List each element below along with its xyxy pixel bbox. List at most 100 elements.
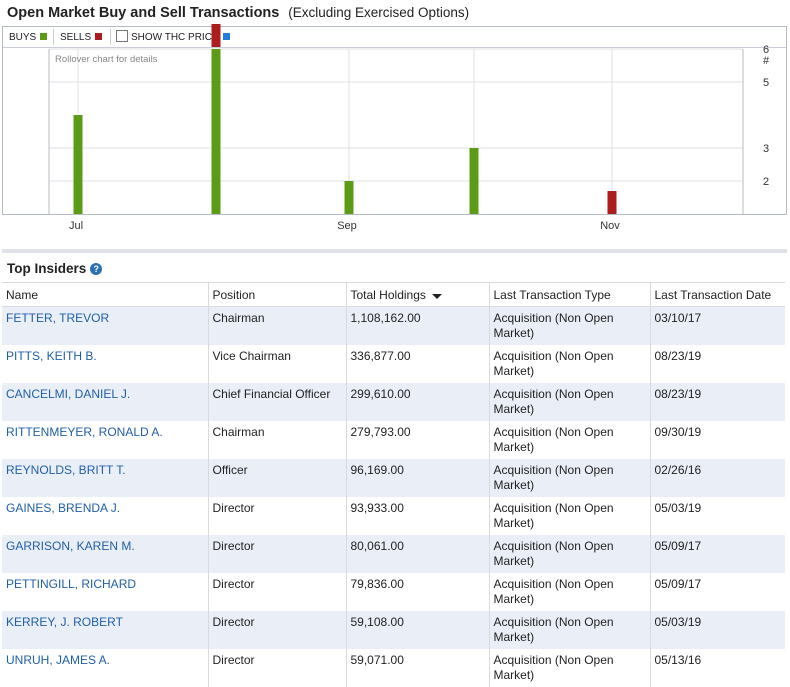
chart-subtitle: (Excluding Exercised Options) xyxy=(288,5,470,20)
insider-name-cell: RITTENMEYER, RONALD A. xyxy=(2,420,208,459)
legend-divider xyxy=(53,29,54,45)
insider-transaction-type: Acquisition (Non Open Market) xyxy=(488,610,650,649)
table-header-row: Name Position Total Holdings Last Transa… xyxy=(2,282,785,307)
transaction-type-line: Acquisition (Non Open xyxy=(493,614,614,629)
insider-name-cell: FETTER, TREVOR xyxy=(2,306,208,345)
x-tick-label: Sep xyxy=(337,220,357,232)
column-header-type[interactable]: Last Transaction Type xyxy=(488,282,650,307)
insider-transaction-date: 09/30/19 xyxy=(649,420,785,459)
insider-transaction-date: 05/03/19 xyxy=(649,610,785,649)
insider-transaction-date: 08/23/19 xyxy=(649,344,785,383)
transaction-type-line: Acquisition (Non Open xyxy=(493,311,614,325)
insider-name-link[interactable]: UNRUH, JAMES A. xyxy=(6,652,111,667)
insider-name-cell: CANCELMI, DANIEL J. xyxy=(2,382,208,421)
insider-name-link[interactable]: PETTINGILL, RICHARD xyxy=(6,576,137,591)
insider-name-cell: KERREY, J. ROBERT xyxy=(2,610,208,649)
insider-transaction-type: Acquisition (Non Open Market) xyxy=(488,420,650,459)
transaction-type-line: Market) xyxy=(493,439,535,454)
table-row: PETTINGILL, RICHARD Director 79,836.00 Acqu… xyxy=(2,572,785,611)
column-header-date[interactable]: Last Transaction Date xyxy=(649,282,785,307)
insider-holdings: 93,933.00 xyxy=(345,496,489,535)
price-swatch-icon xyxy=(222,33,230,40)
insider-name-link[interactable]: GAINES, BRENDA J. xyxy=(6,500,121,515)
sell-bar xyxy=(607,191,617,214)
insider-name-cell: PETTINGILL, RICHARD xyxy=(2,572,208,611)
insider-name-link[interactable]: RITTENMEYER, RONALD A. xyxy=(6,424,163,439)
table-row: KERREY, J. ROBERT Director 59,108.00 Acquis… xyxy=(2,610,785,649)
insider-name-link[interactable]: GARRISON, KAREN M. xyxy=(6,538,135,553)
insider-position: Vice Chairman xyxy=(207,344,346,383)
chart-title-row: Open Market Buy and Sell Transactions (E… xyxy=(7,4,469,21)
transaction-type-line: Acquisition (Non Open xyxy=(493,538,614,553)
sort-descending-icon xyxy=(431,293,442,299)
transaction-type-line: Acquisition (Non Open xyxy=(493,652,614,667)
buy-bar xyxy=(73,115,83,214)
insider-transaction-type: Acquisition (Non Open Market) xyxy=(488,648,650,687)
show-price-toggle[interactable]: SHOW THC PRICE xyxy=(116,30,230,43)
insider-name-cell: GARRISON, KAREN M. xyxy=(2,534,208,573)
insider-position: Chairman xyxy=(207,306,346,345)
insider-transaction-date: 05/13/16 xyxy=(649,648,785,687)
insider-name-link[interactable]: KERREY, J. ROBERT xyxy=(6,614,123,629)
insider-name-link[interactable]: CANCELMI, DANIEL J. xyxy=(6,386,131,401)
insider-transaction-date: 08/23/19 xyxy=(649,382,785,421)
chart-legend: BUYS SELLS SHOW THC PRICE xyxy=(3,27,786,48)
legend-buys[interactable]: BUYS xyxy=(9,32,48,43)
x-tick-label: Jul xyxy=(69,220,83,232)
top-insiders-heading: Top Insiders? xyxy=(7,261,103,276)
legend-sells[interactable]: SELLS xyxy=(60,32,103,43)
insider-name-link[interactable]: FETTER, TREVOR xyxy=(6,311,110,325)
insider-name-link[interactable]: PITTS, KEITH B. xyxy=(6,348,97,363)
insider-transaction-date: 05/09/17 xyxy=(649,534,785,573)
chart-plot[interactable]: Rollover chart for details #2 3 5 6 Jul Sep Nov xyxy=(3,24,788,232)
insider-holdings: 299,610.00 xyxy=(345,382,489,421)
help-icon[interactable]: ? xyxy=(90,263,103,275)
transaction-type-line: Acquisition (Non Open xyxy=(493,386,614,401)
legend-buys-label: BUYS xyxy=(9,32,37,43)
show-price-label: SHOW THC PRICE xyxy=(131,32,219,43)
insider-transaction-date: 03/10/17 xyxy=(649,306,785,345)
insider-transaction-date: 05/03/19 xyxy=(649,496,785,535)
y-tick-label: 6 xyxy=(763,44,769,56)
insider-position: Director xyxy=(207,534,346,573)
table-row: GAINES, BRENDA J. Director 93,933.00 Acquis… xyxy=(2,496,785,535)
insider-name-link[interactable]: REYNOLDS, BRITT T. xyxy=(6,462,126,477)
column-header-holdings[interactable]: Total Holdings xyxy=(345,282,489,307)
column-header-name[interactable]: Name xyxy=(2,282,208,307)
insider-position: Director xyxy=(207,610,346,649)
table-row: UNRUH, JAMES A. Director 59,071.00 Acquisit… xyxy=(2,648,785,687)
transaction-type-line: Acquisition (Non Open xyxy=(493,424,614,439)
column-header-holdings-label: Total Holdings xyxy=(350,287,426,302)
show-price-checkbox[interactable] xyxy=(116,30,128,42)
section-divider xyxy=(2,249,787,253)
insider-transaction-date: 02/26/16 xyxy=(649,458,785,497)
table-row: RITTENMEYER, RONALD A. Chairman 279,793.00… xyxy=(2,420,785,459)
insider-holdings: 59,071.00 xyxy=(345,648,489,687)
insider-position: Director xyxy=(207,496,346,535)
insider-position: Director xyxy=(207,648,346,687)
insider-transaction-type: Acquisition (Non Open Market) xyxy=(488,458,650,497)
transaction-type-line: Market) xyxy=(493,629,535,644)
buy-bar xyxy=(344,181,354,214)
transaction-type-line: Market) xyxy=(493,667,535,682)
insider-transaction-type: Acquisition (Non Open Market) xyxy=(488,344,650,383)
legend-sells-label: SELLS xyxy=(60,32,92,43)
column-header-position[interactable]: Position xyxy=(207,282,346,307)
insider-transaction-type: Acquisition (Non Open Market) xyxy=(488,382,650,421)
insider-holdings: 279,793.00 xyxy=(345,420,489,459)
insider-transaction-date: 05/09/17 xyxy=(649,572,785,611)
insider-holdings: 96,169.00 xyxy=(345,458,489,497)
insiders-table: Name Position Total Holdings Last Transa… xyxy=(2,282,785,687)
insider-transaction-type: Acquisition (Non Open Market) xyxy=(488,306,650,345)
insider-position: Chief Financial Officer xyxy=(207,382,346,421)
insider-holdings: 79,836.00 xyxy=(345,572,489,611)
insider-transaction-type: Acquisition (Non Open Market) xyxy=(488,496,650,535)
table-row: PITTS, KEITH B. Vice Chairman 336,877.00 Ac… xyxy=(2,344,785,383)
insider-name-cell: PITTS, KEITH B. xyxy=(2,344,208,383)
y-tick-label: 2 xyxy=(763,176,769,188)
transaction-type-line: Market) xyxy=(493,591,535,606)
table-row: FETTER, TREVOR Chairman 1,108,162.00 Acquis… xyxy=(2,306,785,345)
transactions-chart[interactable]: BUYS SELLS SHOW THC PRICE Rollover chart… xyxy=(2,24,788,232)
insider-transaction-type: Acquisition (Non Open Market) xyxy=(488,572,650,611)
insider-position: Chairman xyxy=(207,420,346,459)
